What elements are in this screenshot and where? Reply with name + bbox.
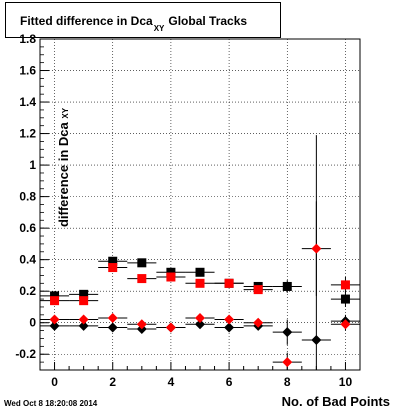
data-point-square — [79, 289, 89, 299]
data-point-diamond — [195, 312, 205, 323]
y-tick-label: 1 — [29, 158, 36, 172]
data-point-diamond — [107, 312, 118, 323]
title-subscript: XY — [153, 24, 165, 33]
data-point-square — [195, 278, 205, 288]
data-point-square — [282, 281, 292, 291]
y-axis-label-subscript: XY — [61, 107, 71, 119]
x-axis-label: No. of Bad Points — [281, 394, 390, 409]
y-tick-label: 1.2 — [19, 127, 36, 141]
data-point-square — [166, 272, 176, 282]
data-point-square — [340, 280, 350, 290]
y-tick-label: -0.2 — [15, 347, 36, 361]
chart-title: Fitted difference in DcaXYGlobal Tracks — [20, 14, 248, 33]
data-point-square — [108, 263, 118, 273]
x-tick-label: 10 — [339, 375, 353, 389]
y-tick-label: 0.6 — [19, 221, 36, 235]
x-tick-label: 2 — [109, 375, 116, 389]
data-point-square — [195, 267, 205, 277]
x-tick-label: 4 — [168, 375, 175, 389]
y-tick-label: 0 — [29, 316, 36, 330]
data-point-square — [166, 267, 176, 277]
data-point-diamond — [224, 322, 235, 333]
data-point-square — [137, 258, 147, 268]
data-point-square — [108, 256, 118, 266]
data-point-square — [224, 278, 234, 288]
data-point-square — [50, 291, 60, 301]
data-point-diamond — [224, 314, 235, 325]
data-point-square — [50, 296, 60, 306]
data-point-square — [253, 285, 263, 295]
y-tick-label: 0.4 — [19, 253, 36, 267]
y-tick-label: 1.6 — [19, 64, 36, 78]
data-point-square — [340, 294, 350, 304]
data-point-diamond — [49, 320, 60, 331]
data-point-diamond — [165, 322, 176, 333]
data-point-diamond — [311, 243, 322, 254]
data-point-diamond — [78, 320, 89, 331]
y-tick-label: 0.8 — [19, 190, 36, 204]
data-point-diamond — [340, 319, 351, 330]
timestamp: Wed Oct 8 18:20:08 2014 — [4, 399, 98, 408]
y-tick-label: 1.4 — [19, 95, 36, 109]
data-point-diamond — [311, 335, 322, 346]
data-point-diamond — [282, 327, 293, 338]
data-point-diamond — [282, 357, 293, 368]
data-point-square — [79, 296, 89, 306]
y-tick-label: 1.8 — [19, 32, 36, 46]
title-box: Fitted difference in DcaXYGlobal Tracks — [5, 2, 281, 38]
data-point-diamond — [49, 314, 60, 325]
data-point-diamond — [78, 314, 89, 325]
data-point-diamond — [195, 319, 205, 330]
data-point-diamond — [107, 322, 118, 333]
x-tick-label: 6 — [226, 375, 233, 389]
data-point-diamond — [136, 319, 147, 330]
data-point-square — [137, 274, 147, 284]
data-point-diamond — [253, 317, 264, 328]
title-main: Fitted difference in Dca — [20, 14, 153, 28]
y-tick-label: 0.2 — [19, 284, 36, 298]
y-axis-label: difference in Dca XY — [56, 107, 72, 228]
title-suffix: Global Tracks — [168, 14, 248, 28]
x-tick-label: 0 — [51, 375, 58, 389]
x-tick-label: 8 — [284, 375, 291, 389]
